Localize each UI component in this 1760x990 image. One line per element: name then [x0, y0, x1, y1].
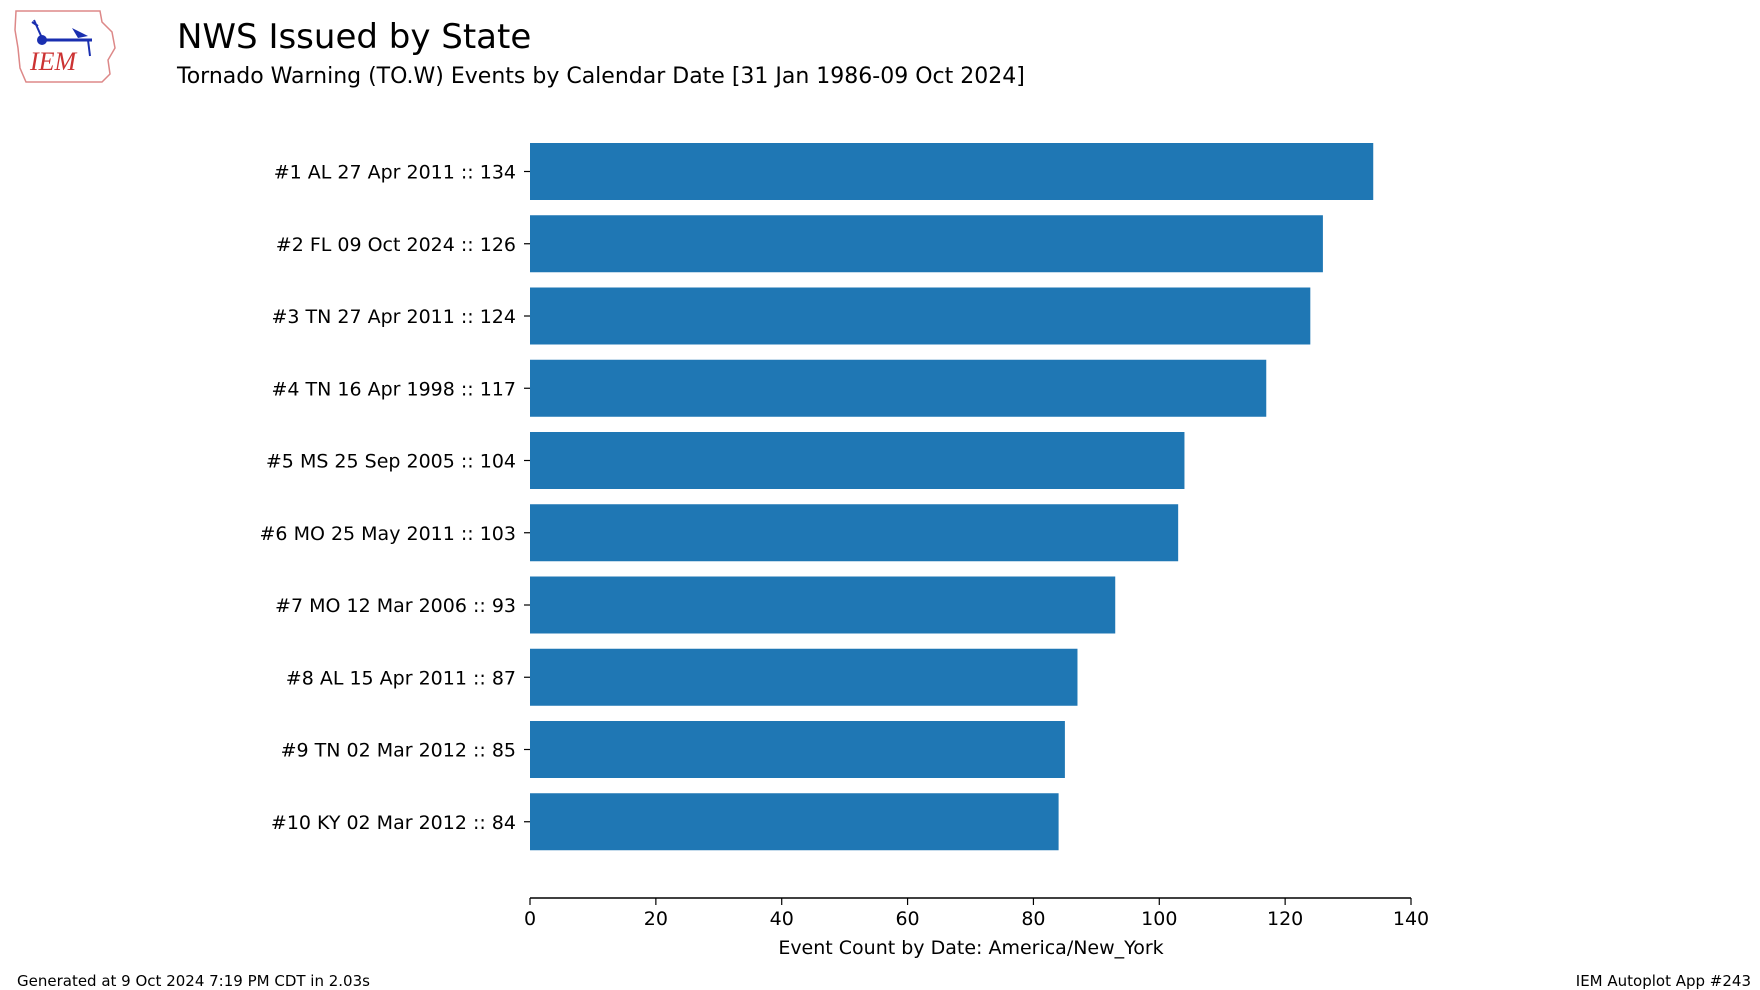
x-tick-label: 0	[524, 908, 536, 930]
y-tick-label: #8 AL 15 Apr 2011 :: 87	[286, 667, 516, 689]
x-tick-label: 60	[895, 908, 919, 930]
generated-timestamp: Generated at 9 Oct 2024 7:19 PM CDT in 2…	[17, 972, 370, 990]
bar	[530, 143, 1374, 200]
y-tick-label: #1 AL 27 Apr 2011 :: 134	[274, 162, 516, 184]
y-tick-label: #10 KY 02 Mar 2012 :: 84	[271, 812, 516, 834]
chart-subtitle: Tornado Warning (TO.W) Events by Calenda…	[177, 64, 1025, 89]
y-tick-label: #3 TN 27 Apr 2011 :: 124	[271, 306, 516, 328]
chart-title: NWS Issued by State	[177, 17, 532, 57]
bar	[530, 432, 1185, 489]
iem-logo: IEM	[12, 8, 118, 86]
bar	[530, 287, 1311, 345]
x-tick-label: 80	[1021, 908, 1045, 930]
x-tick-label: 20	[644, 908, 668, 930]
x-tick-label: 40	[770, 908, 794, 930]
x-tick-label: 100	[1141, 908, 1177, 930]
y-tick-label: #2 FL 09 Oct 2024 :: 126	[276, 234, 516, 256]
bar	[530, 793, 1059, 851]
x-tick-label: 140	[1393, 908, 1429, 930]
bar	[530, 721, 1065, 778]
y-tick-label: #7 MO 12 Mar 2006 :: 93	[275, 595, 516, 617]
y-tick-label: #4 TN 16 Apr 1998 :: 117	[271, 378, 516, 400]
bar	[530, 215, 1323, 273]
y-tick-label: #6 MO 25 May 2011 :: 103	[260, 523, 516, 545]
bar	[530, 504, 1179, 562]
app-credit: IEM Autoplot App #243	[1575, 972, 1751, 990]
x-tick-label: 120	[1267, 908, 1303, 930]
y-tick-label: #9 TN 02 Mar 2012 :: 85	[281, 740, 516, 762]
x-axis-label: Event Count by Date: America/New_York	[778, 937, 1163, 959]
svg-text:IEM: IEM	[29, 47, 78, 76]
bar	[530, 648, 1078, 706]
y-tick-label: #5 MS 25 Sep 2005 :: 104	[266, 451, 516, 473]
bar	[530, 576, 1116, 634]
bar	[530, 359, 1267, 417]
